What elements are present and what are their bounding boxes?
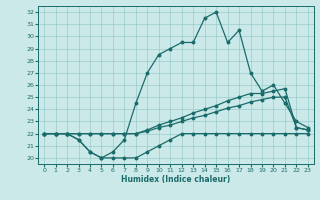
- X-axis label: Humidex (Indice chaleur): Humidex (Indice chaleur): [121, 175, 231, 184]
